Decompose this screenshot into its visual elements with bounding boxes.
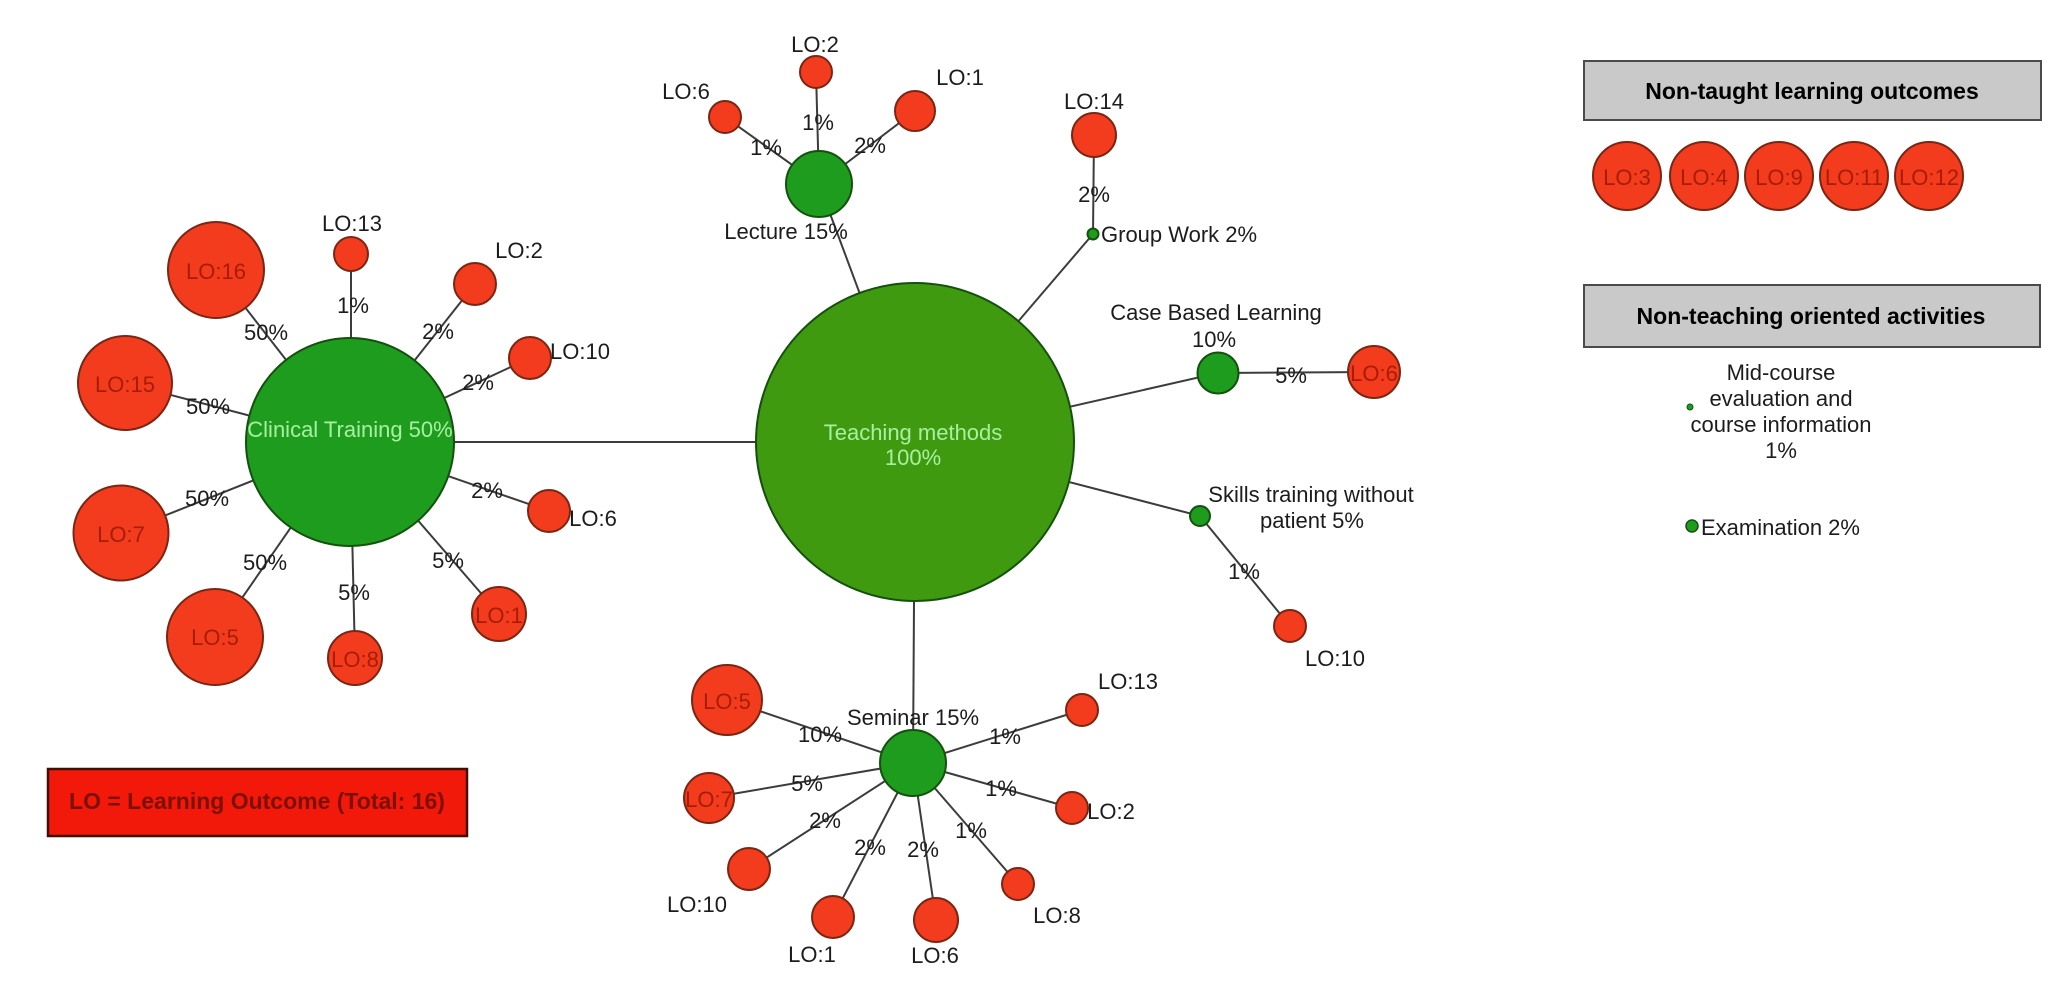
svg-text:LO:12: LO:12 bbox=[1899, 165, 1959, 190]
svg-text:LO:5: LO:5 bbox=[703, 689, 751, 714]
svg-text:LO:11: LO:11 bbox=[1825, 165, 1883, 190]
svg-text:2%: 2% bbox=[809, 808, 841, 833]
svg-text:Case Based Learning: Case Based Learning bbox=[1110, 300, 1322, 325]
svg-text:2%: 2% bbox=[471, 478, 503, 503]
svg-text:Non-teaching oriented activiti: Non-teaching oriented activities bbox=[1637, 303, 1986, 329]
svg-text:5%: 5% bbox=[338, 580, 370, 605]
svg-text:evaluation and: evaluation and bbox=[1709, 386, 1852, 411]
svg-text:50%: 50% bbox=[243, 550, 287, 575]
svg-text:LO:16: LO:16 bbox=[186, 259, 246, 284]
svg-text:50%: 50% bbox=[186, 394, 230, 419]
svg-text:Clinical Training 50%: Clinical Training 50% bbox=[247, 417, 452, 442]
svg-text:1%: 1% bbox=[955, 818, 987, 843]
svg-text:LO:9: LO:9 bbox=[1755, 165, 1803, 190]
svg-text:1%: 1% bbox=[337, 293, 369, 318]
svg-text:2%: 2% bbox=[1078, 182, 1110, 207]
svg-text:Group Work 2%: Group Work 2% bbox=[1101, 222, 1257, 247]
svg-text:LO:1: LO:1 bbox=[475, 603, 523, 628]
svg-text:Mid-course: Mid-course bbox=[1727, 360, 1836, 385]
svg-text:LO:5: LO:5 bbox=[191, 625, 239, 650]
svg-text:2%: 2% bbox=[462, 370, 494, 395]
svg-text:LO:6: LO:6 bbox=[911, 943, 959, 968]
svg-text:100%: 100% bbox=[885, 445, 941, 470]
svg-text:LO:15: LO:15 bbox=[95, 372, 155, 397]
svg-text:5%: 5% bbox=[432, 548, 464, 573]
svg-text:LO:8: LO:8 bbox=[331, 647, 379, 672]
svg-text:2%: 2% bbox=[907, 837, 939, 862]
svg-text:Non-taught learning outcomes: Non-taught learning outcomes bbox=[1645, 78, 1979, 104]
svg-text:Lecture 15%: Lecture 15% bbox=[724, 219, 848, 244]
svg-text:LO:6: LO:6 bbox=[1350, 361, 1398, 386]
svg-text:50%: 50% bbox=[244, 320, 288, 345]
svg-text:course information: course information bbox=[1691, 412, 1872, 437]
svg-text:1%: 1% bbox=[802, 110, 834, 135]
svg-text:LO:2: LO:2 bbox=[495, 238, 543, 263]
svg-text:Examination 2%: Examination 2% bbox=[1701, 515, 1860, 540]
svg-text:LO:1: LO:1 bbox=[788, 942, 836, 967]
svg-text:10%: 10% bbox=[1192, 327, 1236, 352]
svg-text:LO:1: LO:1 bbox=[936, 65, 984, 90]
svg-text:10%: 10% bbox=[798, 722, 842, 747]
svg-text:LO:13: LO:13 bbox=[322, 211, 382, 236]
svg-text:2%: 2% bbox=[854, 133, 886, 158]
svg-text:LO:2: LO:2 bbox=[791, 32, 839, 57]
svg-text:1%: 1% bbox=[1228, 559, 1260, 584]
svg-text:1%: 1% bbox=[750, 135, 782, 160]
svg-text:LO:10: LO:10 bbox=[550, 339, 610, 364]
svg-text:LO:8: LO:8 bbox=[1033, 903, 1081, 928]
svg-text:1%: 1% bbox=[1765, 438, 1797, 463]
svg-text:LO = Learning Outcome (Total:: LO = Learning Outcome (Total: 16) bbox=[69, 788, 445, 814]
svg-text:5%: 5% bbox=[791, 771, 823, 796]
svg-text:LO:2: LO:2 bbox=[1087, 799, 1135, 824]
svg-text:2%: 2% bbox=[854, 835, 886, 860]
svg-text:1%: 1% bbox=[985, 776, 1017, 801]
svg-text:LO:3: LO:3 bbox=[1603, 165, 1651, 190]
svg-text:LO:7: LO:7 bbox=[685, 787, 733, 812]
svg-text:1%: 1% bbox=[989, 724, 1021, 749]
svg-text:LO:7: LO:7 bbox=[97, 522, 145, 547]
svg-text:LO:13: LO:13 bbox=[1098, 669, 1158, 694]
svg-text:5%: 5% bbox=[1275, 363, 1307, 388]
svg-text:LO:4: LO:4 bbox=[1680, 165, 1728, 190]
svg-text:LO:6: LO:6 bbox=[569, 506, 617, 531]
svg-text:patient 5%: patient 5% bbox=[1260, 508, 1364, 533]
svg-text:Seminar 15%: Seminar 15% bbox=[847, 705, 979, 730]
svg-text:LO:10: LO:10 bbox=[667, 892, 727, 917]
svg-text:2%: 2% bbox=[422, 319, 454, 344]
svg-text:Teaching methods: Teaching methods bbox=[824, 420, 1003, 445]
svg-text:Skills training without: Skills training without bbox=[1208, 482, 1413, 507]
svg-text:LO:6: LO:6 bbox=[662, 79, 710, 104]
svg-text:LO:14: LO:14 bbox=[1064, 89, 1124, 114]
svg-text:50%: 50% bbox=[185, 486, 229, 511]
svg-text:LO:10: LO:10 bbox=[1305, 646, 1365, 671]
